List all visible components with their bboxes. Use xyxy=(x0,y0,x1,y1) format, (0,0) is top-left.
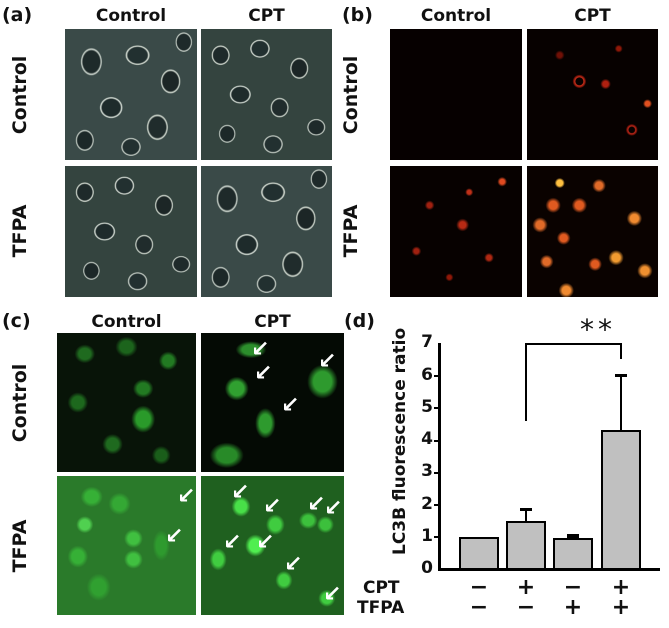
bar-cpt-pos-tfpa-neg xyxy=(506,521,546,570)
micrograph-a-tfpa-control xyxy=(65,166,197,297)
panel-b-col-control: Control xyxy=(420,6,492,26)
panel-c-label: (c) xyxy=(2,310,31,332)
arrow-icon: ↙ xyxy=(251,337,270,362)
y-tickmark xyxy=(434,536,439,538)
panel-a-label: (a) xyxy=(2,4,33,26)
bar-cpt-neg-tfpa-neg xyxy=(459,537,499,570)
y-axis-label: LC3B fluorescence ratio xyxy=(390,327,410,555)
tfpa-sign-1: − xyxy=(469,595,489,620)
panel-c-col-control: Control xyxy=(91,312,162,332)
arrow-icon: ↙ xyxy=(177,484,196,509)
micrograph-a-control-control xyxy=(65,29,197,160)
arrow-icon: ↙ xyxy=(256,530,275,555)
arrow-icon: ↙ xyxy=(263,494,282,519)
micrograph-a-control-cpt xyxy=(201,29,332,160)
arrow-icon: ↙ xyxy=(323,582,342,607)
panel-d-label: (d) xyxy=(344,310,375,332)
arrow-icon: ↙ xyxy=(318,349,337,374)
cpt-sign-4: + xyxy=(611,575,631,600)
condition-label-cpt: CPT xyxy=(363,578,400,598)
panel-c-col-cpt: CPT xyxy=(254,312,291,332)
error-bar-cap xyxy=(567,534,579,538)
micrograph-a-tfpa-cpt xyxy=(201,166,332,297)
y-tickmark xyxy=(434,407,439,409)
panel-b-label: (b) xyxy=(342,4,373,26)
cpt-sign-1: − xyxy=(469,575,489,600)
y-tick-4: 4 xyxy=(421,429,433,449)
y-tick-2: 2 xyxy=(421,494,433,514)
panel-c-row-tfpa: TFPA xyxy=(9,519,31,573)
micrograph-b-tfpa-cpt xyxy=(527,166,658,297)
panel-b-row-control: Control xyxy=(340,55,362,135)
micrograph-c-tfpa-cpt: ↙ ↙ ↙ ↙ ↙ ↙ ↙ ↙ xyxy=(201,476,344,615)
tfpa-sign-2: − xyxy=(516,595,536,620)
y-tick-6: 6 xyxy=(421,365,433,385)
y-tickmark xyxy=(434,375,439,377)
arrow-icon: ↙ xyxy=(307,492,326,517)
y-tick-0: 0 xyxy=(421,558,433,578)
condition-label-tfpa: TFPA xyxy=(357,598,405,618)
error-bar-cap xyxy=(520,508,532,511)
panel-c-row-control: Control xyxy=(9,363,31,443)
significance-bracket-left xyxy=(525,343,527,421)
micrograph-b-control-cpt xyxy=(527,29,658,160)
y-tickmark xyxy=(434,472,439,474)
micrograph-c-control-control xyxy=(57,333,196,472)
y-tickmark xyxy=(434,440,439,442)
y-axis xyxy=(438,343,441,570)
arrow-icon: ↙ xyxy=(223,530,242,555)
error-bar-cap xyxy=(615,374,627,377)
x-axis xyxy=(438,568,660,571)
arrow-icon: ↙ xyxy=(254,361,273,386)
arrow-icon: ↙ xyxy=(281,393,300,418)
panel-a-col-cpt: CPT xyxy=(248,6,285,26)
cpt-sign-3: − xyxy=(563,575,583,600)
arrow-icon: ↙ xyxy=(284,552,303,577)
significance-bracket xyxy=(525,343,622,345)
tfpa-sign-4: + xyxy=(611,595,631,620)
y-tickmark xyxy=(434,504,439,506)
significance-marker: ** xyxy=(580,313,616,346)
panel-b-col-cpt: CPT xyxy=(574,6,611,26)
bar-cpt-pos-tfpa-pos xyxy=(601,430,641,570)
cpt-sign-2: + xyxy=(516,575,536,600)
panel-a-row-control: Control xyxy=(9,55,31,135)
y-tick-5: 5 xyxy=(421,397,433,417)
micrograph-b-control-control xyxy=(390,29,522,160)
tfpa-sign-3: + xyxy=(563,595,583,620)
error-bar xyxy=(525,509,527,521)
panel-a-col-control: Control xyxy=(95,6,167,26)
y-tick-3: 3 xyxy=(421,461,433,481)
micrograph-c-tfpa-control: ↙ ↙ xyxy=(57,476,196,615)
micrograph-b-tfpa-control xyxy=(390,166,522,297)
significance-bracket-right xyxy=(620,343,622,359)
error-bar xyxy=(620,375,622,430)
micrograph-c-control-cpt: ↙ ↙ ↙ ↙ xyxy=(201,333,344,472)
y-tick-7: 7 xyxy=(421,332,433,352)
y-tick-1: 1 xyxy=(421,526,433,546)
panel-a-row-tfpa: TFPA xyxy=(9,204,31,258)
panel-b-row-tfpa: TFPA xyxy=(340,204,362,258)
arrow-icon: ↙ xyxy=(231,480,250,505)
arrow-icon: ↙ xyxy=(324,496,343,521)
bar-cpt-neg-tfpa-pos xyxy=(553,538,593,570)
arrow-icon: ↙ xyxy=(165,524,184,549)
